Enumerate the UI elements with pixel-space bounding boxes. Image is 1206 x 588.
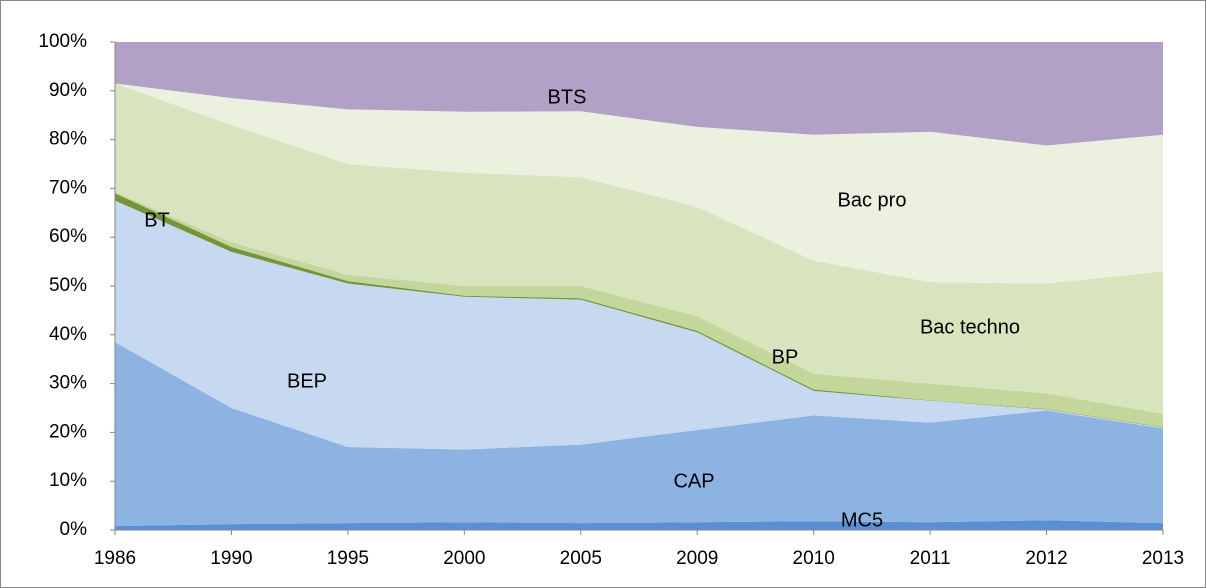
x-tick-label: 1986 [94,548,136,569]
series-label: BEP [287,370,327,392]
series-label: BP [772,346,799,368]
area [115,83,1163,414]
area [115,192,1163,428]
x-tick-label: 2010 [793,548,835,569]
area [115,200,1163,450]
series-label: Bac techno [920,316,1020,338]
area [115,83,1163,284]
y-tick-label: 10% [49,470,87,491]
area [115,520,1163,530]
x-tick-label: 1995 [327,548,369,569]
series-label: MC5 [841,509,883,531]
y-tick-label: 60% [49,226,87,247]
series-label: BT [144,209,170,231]
area [115,42,1163,146]
x-tick-label: 2011 [910,548,951,569]
y-tick-label: 80% [49,129,87,150]
y-tick-label: 70% [49,177,87,198]
x-tick-label: 2012 [1025,548,1067,569]
x-tick-label: 2013 [1142,548,1184,569]
series-label: BTS [548,86,587,108]
series-label: CAP [673,470,714,492]
x-tick-label: 2009 [676,548,718,569]
y-tick-label: 30% [49,373,87,394]
y-tick-label: 40% [49,324,87,345]
area [115,342,1163,527]
series-label: Bac pro [838,189,907,211]
x-tick-label: 2005 [560,548,602,569]
x-tick-label: 2000 [443,548,485,569]
y-tick-label: 50% [49,275,87,296]
y-tick-label: 90% [49,80,87,101]
x-tick-label: 1990 [210,548,252,569]
y-tick-label: 20% [49,421,87,442]
y-tick-label: 100% [38,31,87,52]
y-tick-label: 0% [60,519,88,540]
